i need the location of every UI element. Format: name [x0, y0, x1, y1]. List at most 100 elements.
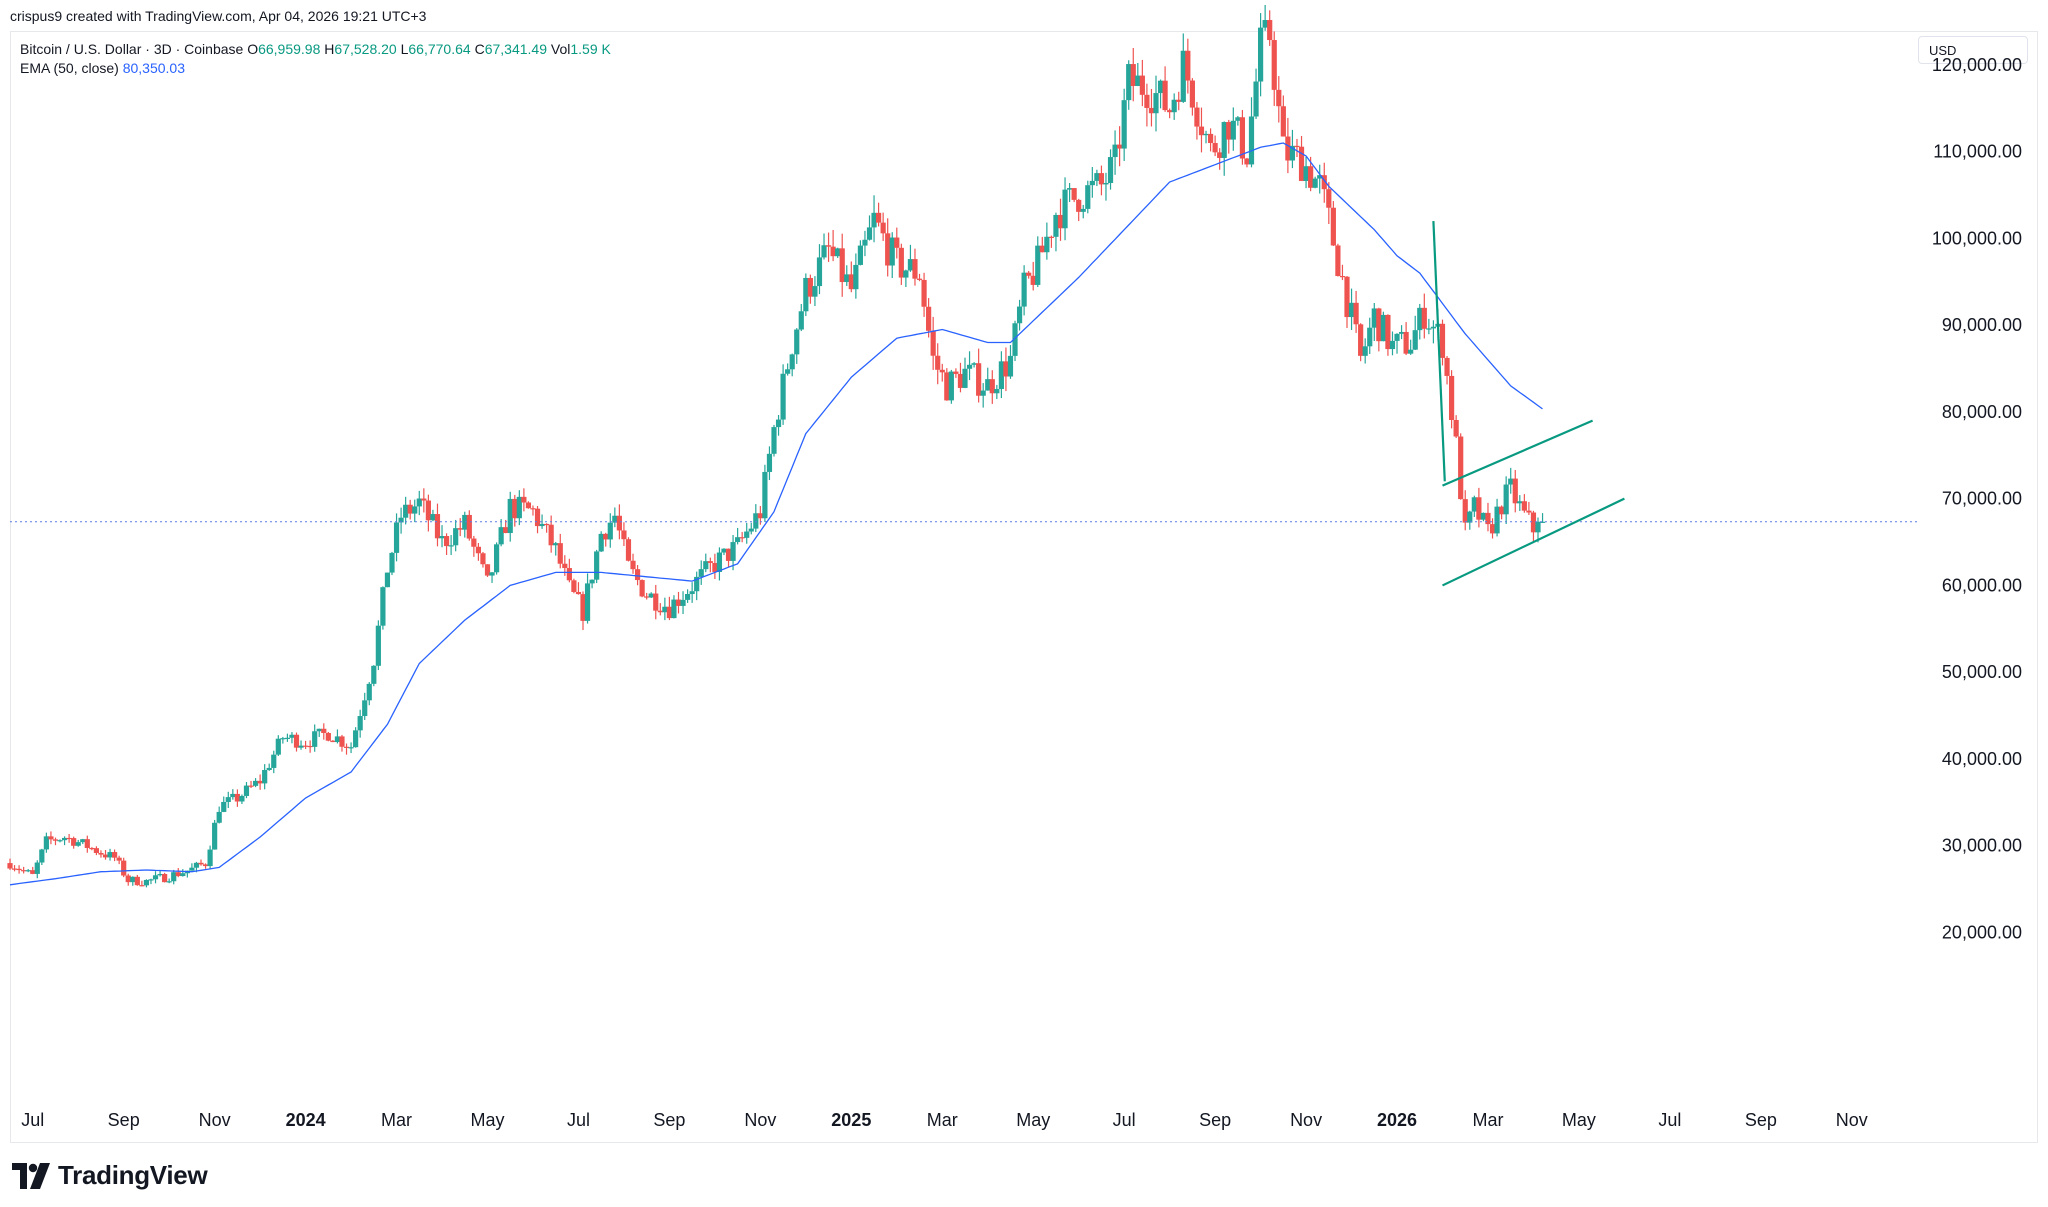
candle: [362, 692, 368, 721]
candle-body: [239, 795, 245, 802]
candle: [225, 791, 231, 808]
candle: [130, 876, 136, 886]
open-label: O: [247, 41, 259, 57]
candle-body: [175, 872, 181, 877]
candle-body: [744, 531, 750, 538]
candle: [644, 592, 650, 600]
candle: [234, 789, 240, 807]
volume-label: Vol: [550, 41, 571, 57]
candle: [1039, 236, 1045, 253]
candle: [789, 353, 795, 377]
candle-body: [480, 553, 486, 565]
price-axis: 130,000.00120,000.00110,000.00100,000.00…: [1932, 55, 2022, 943]
candle-body: [666, 606, 673, 619]
candle-body: [1153, 93, 1159, 114]
candle-body: [553, 543, 559, 546]
candle: [1348, 288, 1355, 330]
symbol-title[interactable]: Bitcoin / U.S. Dollar · 3D · Coinbase: [20, 41, 244, 57]
candle-body: [1235, 117, 1241, 121]
candle: [1189, 78, 1195, 116]
currency-selector[interactable]: USD: [1918, 36, 2028, 64]
candle: [1530, 510, 1537, 543]
candle-body: [634, 569, 641, 581]
tradingview-brand[interactable]: TradingView: [12, 1160, 208, 1191]
candle: [1035, 236, 1041, 288]
price-tick-label: 30,000.00: [1942, 836, 2022, 856]
candle-body: [926, 306, 932, 331]
candle-body: [566, 568, 572, 581]
candle: [1217, 148, 1223, 170]
candle-body: [1412, 330, 1418, 350]
candle: [739, 531, 745, 543]
candle: [889, 232, 895, 279]
candle-body: [334, 736, 341, 743]
candle: [1171, 93, 1177, 120]
candle-body: [848, 274, 854, 290]
candle-body: [903, 270, 909, 278]
candle: [566, 558, 572, 583]
candle: [1321, 162, 1327, 203]
candle-body: [857, 245, 864, 265]
candle-body: [207, 849, 213, 867]
candle-body: [1148, 107, 1155, 114]
candle: [1089, 167, 1095, 198]
candle: [1458, 433, 1464, 500]
candle: [985, 367, 991, 391]
candle: [625, 537, 632, 562]
candle: [698, 560, 704, 585]
volume-value: 1.59 K: [570, 41, 611, 57]
price-chart[interactable]: 130,000.00120,000.00110,000.00100,000.00…: [0, 0, 2048, 1150]
candle-body: [1303, 166, 1309, 181]
candle: [866, 215, 873, 241]
candles-layer: [7, 5, 1920, 888]
candle-body: [143, 879, 150, 886]
candle-body: [721, 548, 727, 553]
candle-body: [1453, 419, 1459, 437]
candle: [1048, 235, 1055, 248]
ema-legend-row[interactable]: EMA (50, close) 80,350.03: [20, 59, 611, 78]
candle-body: [1376, 308, 1382, 342]
candle-body: [330, 740, 336, 743]
candle: [935, 343, 941, 385]
candle-body: [202, 864, 209, 867]
candle: [689, 582, 695, 603]
time-tick-label: May: [470, 1110, 504, 1130]
candle-body: [921, 279, 927, 307]
ema-label[interactable]: EMA (50, close): [20, 60, 119, 76]
candle-body: [657, 610, 663, 613]
candle-body: [98, 852, 104, 855]
candle: [1016, 299, 1023, 331]
candle: [116, 855, 122, 865]
candle-body: [321, 728, 327, 733]
price-tick-label: 110,000.00: [1933, 142, 2022, 162]
price-tick-label: 20,000.00: [1942, 922, 2022, 942]
candle-body: [1257, 27, 1264, 82]
candle-body: [775, 419, 782, 428]
candle-body: [1126, 64, 1132, 101]
candle: [971, 362, 977, 368]
candle: [398, 507, 404, 534]
candle: [1403, 322, 1409, 356]
candle: [589, 579, 595, 589]
candle-body: [1317, 175, 1323, 179]
symbol-legend-row[interactable]: Bitcoin / U.S. Dollar · 3D · Coinbase O6…: [20, 40, 611, 59]
candle: [1112, 130, 1118, 175]
candle: [571, 578, 577, 594]
candle-body: [243, 785, 250, 796]
candle: [52, 837, 59, 846]
candle: [953, 368, 959, 378]
candle-body: [1016, 306, 1023, 324]
candle: [798, 303, 804, 332]
candle: [666, 596, 673, 621]
close-label: C: [474, 41, 485, 57]
candle-body: [712, 562, 718, 572]
candle: [812, 276, 818, 307]
candle-body: [139, 885, 145, 887]
candle: [725, 548, 732, 568]
candle-body: [1494, 506, 1500, 534]
candle: [903, 269, 909, 287]
candle-body: [1421, 307, 1427, 329]
candle-body: [953, 371, 959, 374]
candle: [1499, 505, 1505, 520]
candle-body: [307, 745, 313, 748]
